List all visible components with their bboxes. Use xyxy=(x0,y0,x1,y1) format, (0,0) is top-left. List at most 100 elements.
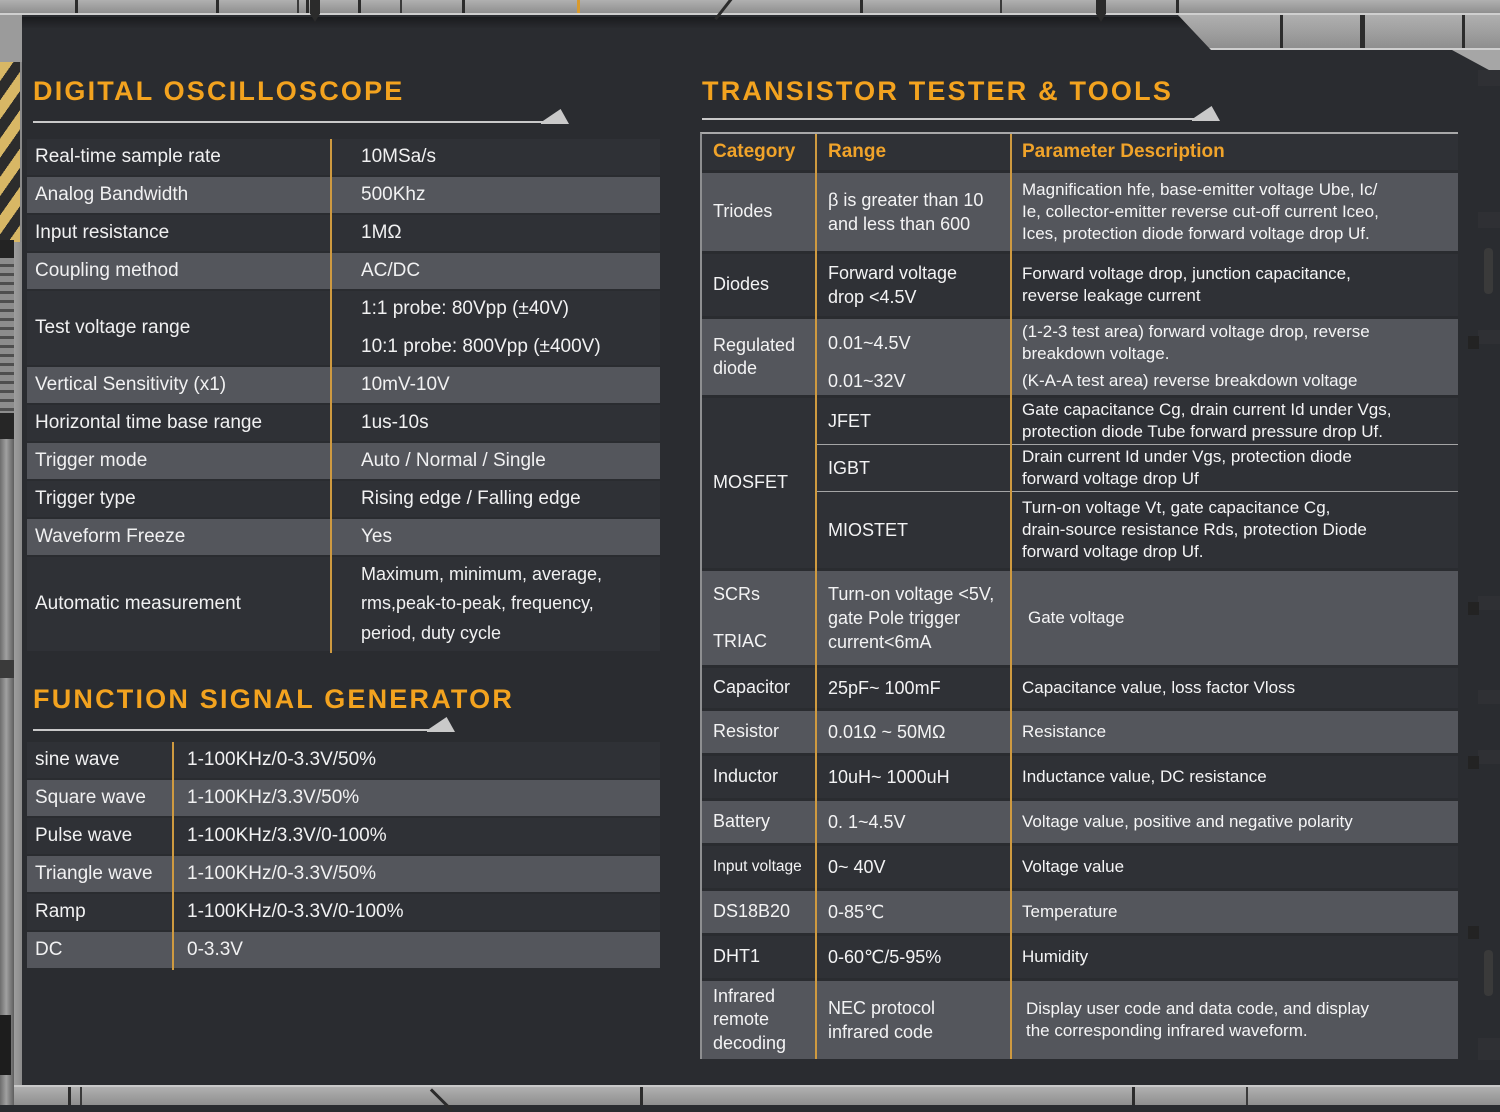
table-row: Triodes β is greater than 10 and less th… xyxy=(702,173,1458,251)
frame-slot xyxy=(1484,248,1493,294)
spec-value: 1MΩ xyxy=(361,222,402,244)
oscilloscope-title-rule xyxy=(33,109,569,124)
panel-seam xyxy=(400,0,402,13)
spec-value: Maximum, minimum, average, rms,peak-to-p… xyxy=(361,564,603,643)
table-row: Triangle wave 1-100KHz/0-3.3V/50% xyxy=(27,856,660,892)
cell-description: Resistance xyxy=(1022,721,1107,741)
cell-range: 0. 1~4.5V xyxy=(828,811,906,832)
frame-pointer-icon xyxy=(1096,0,1106,22)
cell-range: 0-60℃/5-95% xyxy=(828,946,942,967)
panel-seam xyxy=(80,1087,82,1105)
cell-range: β is greater than 10 and less than 600 xyxy=(828,189,984,234)
column-divider xyxy=(330,139,332,653)
table-row: Test voltage range 1:1 probe: 80Vpp (±40… xyxy=(27,291,660,365)
cell-range: 0.01~32V xyxy=(828,370,906,391)
sub-row-separator xyxy=(815,491,1458,492)
panel-seam xyxy=(1176,0,1179,13)
table-row: Real-time sample rate 10MSa/s xyxy=(27,139,660,175)
spec-label: Test voltage range xyxy=(35,317,191,338)
oscilloscope-title: DIGITAL OSCILLOSCOPE xyxy=(33,76,405,106)
table-row: DC 0-3.3V xyxy=(27,932,660,968)
panel-seam xyxy=(306,0,309,13)
metal-frame-top xyxy=(0,0,1500,15)
pipe-segment xyxy=(0,240,14,258)
table-row: MOSFET JFET Gate capacitance Cg, drain c… xyxy=(702,398,1458,568)
panel-seam xyxy=(462,0,465,13)
cell-category: Triodes xyxy=(713,201,773,222)
sub-row-separator xyxy=(815,444,1458,445)
table-row: Trigger type Rising edge / Falling edge xyxy=(27,481,660,517)
cell-description: Gate voltage xyxy=(1028,607,1125,627)
pipe-segment xyxy=(0,413,14,439)
metal-frame-bottom xyxy=(0,1085,1500,1112)
frame-band xyxy=(1478,596,1500,610)
cell-range: Turn-on voltage <5V, gate Pole trigger c… xyxy=(828,583,995,653)
table-row: Pulse wave 1-100KHz/3.3V/0-100% xyxy=(27,818,660,854)
spec-value: 10MSa/s xyxy=(361,146,436,168)
spec-value: 1-100KHz/3.3V/50% xyxy=(187,787,360,809)
cell-range: 25pF~ 100mF xyxy=(828,677,941,698)
sub-row: 0.01~32V (K-A-A test area) reverse break… xyxy=(815,367,1458,395)
cell-range: 0-85℃ xyxy=(828,901,885,922)
top-shadow xyxy=(0,17,1500,29)
frame-band xyxy=(1478,212,1500,228)
spec-label: Ramp xyxy=(35,901,86,922)
cell-range: 10uH~ 1000uH xyxy=(828,766,950,787)
table-row: Automatic measurement Maximum, minimum, … xyxy=(27,557,660,651)
frame-band xyxy=(1478,690,1500,704)
spec-value: 10mV-10V xyxy=(361,374,450,396)
sub-rows: 0.01~4.5V (1-2-3 test area) forward volt… xyxy=(815,319,1458,395)
frame-band xyxy=(1478,1038,1500,1060)
spec-label: Input resistance xyxy=(35,222,170,243)
table-row: Diodes Forward voltage drop <4.5V Forwar… xyxy=(702,254,1458,316)
cell-description: Magnification hfe, base-emitter voltage … xyxy=(1022,179,1379,244)
sub-row: IGBT Drain current Id under Vgs, protect… xyxy=(815,445,1458,491)
cell-category: Diodes xyxy=(713,274,770,295)
metal-frame-left xyxy=(0,15,22,63)
frame-band xyxy=(1478,330,1500,344)
tester-table: Category Range Parameter Description Tri… xyxy=(700,132,1458,1059)
sub-rows: JFET Gate capacitance Cg, drain current … xyxy=(815,398,1458,568)
spec-label: DC xyxy=(35,939,63,960)
frame-slot xyxy=(1484,950,1493,996)
panel-seam xyxy=(1000,0,1002,13)
cell-description: Humidity xyxy=(1022,946,1089,966)
table-row: Horizontal time base range 1us-10s xyxy=(27,405,660,441)
section-tester: TRANSISTOR TESTER & TOOLS Category Range… xyxy=(700,76,1458,1076)
panel-seam xyxy=(860,0,863,13)
cell-category: DHT1 xyxy=(713,946,761,967)
rule-arrow-icon xyxy=(427,717,455,732)
cell-range: Forward voltage drop <4.5V xyxy=(828,262,958,307)
panel-seam xyxy=(1246,1087,1248,1105)
table-row: Inductor 10uH~ 1000uH Inductance value, … xyxy=(702,756,1458,798)
table-row: Analog Bandwidth 500Khz xyxy=(27,177,660,213)
table-row: Waveform Freeze Yes xyxy=(27,519,660,555)
spec-label: Trigger type xyxy=(35,488,136,509)
cell-description: Temperature xyxy=(1022,901,1118,921)
table-row: sine wave 1-100KHz/0-3.3V/50% xyxy=(27,742,660,778)
spec-value: 1:1 probe: 80Vpp (±40V) 10:1 probe: 800V… xyxy=(361,298,601,357)
table-row: DHT1 0-60℃/5-95% Humidity xyxy=(702,936,1458,978)
rule-arrow-icon xyxy=(1192,106,1220,121)
cell-description: (1-2-3 test area) forward voltage drop, … xyxy=(1022,321,1370,363)
spec-label: Trigger mode xyxy=(35,450,148,471)
table-row: Infrared remote decoding NEC protocol in… xyxy=(702,981,1458,1059)
panel-seam xyxy=(297,0,299,13)
panel-seam xyxy=(216,0,219,13)
spec-label: Automatic measurement xyxy=(35,593,241,614)
table-row: Resistor 0.01Ω ~ 50MΩ Resistance xyxy=(702,711,1458,753)
cell-category: Infrared remote decoding xyxy=(713,985,787,1053)
hazard-stripes xyxy=(0,62,22,242)
cell-description: Forward voltage drop, junction capacitan… xyxy=(1022,263,1351,305)
header-category: Category xyxy=(713,140,796,162)
sub-row: MIOSTET Turn-on voltage Vt, gate capacit… xyxy=(815,492,1458,568)
cell-category: Battery xyxy=(713,811,771,832)
pipe-segment xyxy=(0,660,14,678)
cell-category: Input voltage xyxy=(713,857,802,875)
cell-range: NEC protocol infrared code xyxy=(828,997,936,1042)
spec-label: Square wave xyxy=(35,787,146,808)
spec-value: Yes xyxy=(361,526,392,548)
cell-range: MIOSTET xyxy=(828,519,908,540)
cell-category: SCRs TRIAC xyxy=(713,583,767,651)
spec-value: 1-100KHz/3.3V/0-100% xyxy=(187,825,387,847)
